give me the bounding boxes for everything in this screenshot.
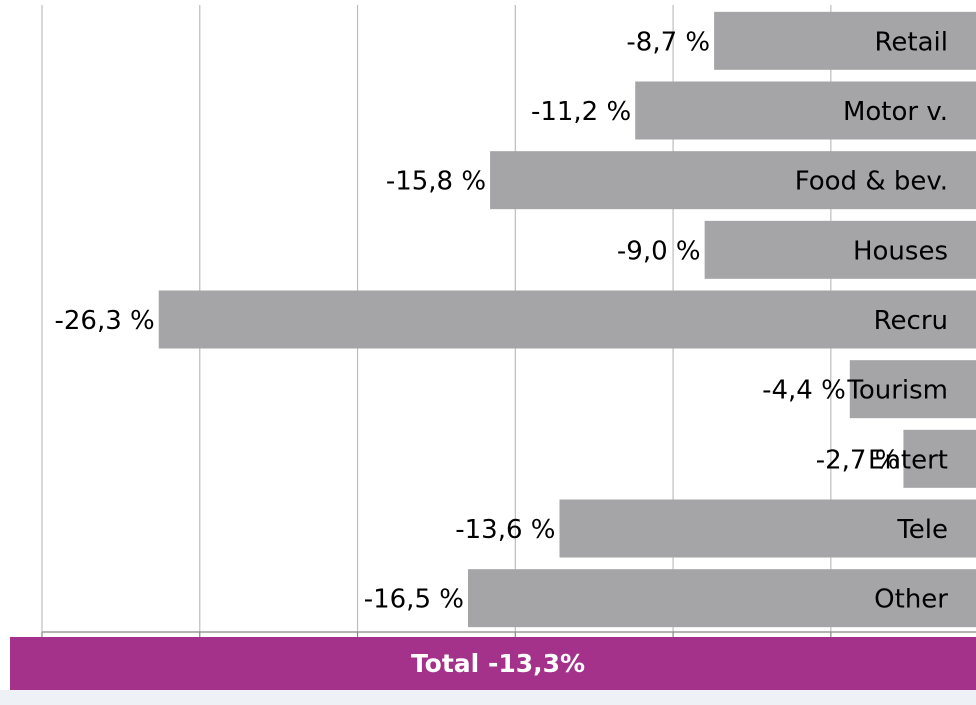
bar (467, 569, 976, 628)
total-banner (10, 637, 976, 690)
value-label: -4,4 % (762, 376, 846, 406)
value-label: -11,2 % (531, 97, 631, 127)
category-label: Tourism (846, 376, 948, 406)
category-label: Tele (896, 515, 948, 545)
total-label: Total -13,3% (411, 649, 585, 678)
value-label: -8,7 % (626, 27, 710, 57)
value-label: -15,8 % (386, 167, 486, 197)
category-label: Recru (874, 306, 948, 336)
bar (490, 151, 976, 210)
bar (903, 429, 976, 488)
bar (714, 11, 976, 70)
bar (849, 360, 976, 419)
value-label: -2,7 % (816, 445, 900, 475)
category-label: Retail (875, 27, 948, 57)
bar (158, 290, 976, 349)
value-label: -13,6 % (455, 515, 555, 545)
bar (704, 220, 976, 279)
value-label: -16,5 % (364, 585, 464, 615)
category-label: Food & bev. (795, 167, 948, 197)
bar (635, 81, 976, 140)
category-label: Houses (853, 236, 948, 266)
value-label: -26,3 % (55, 306, 155, 336)
category-label: Motor v. (843, 97, 948, 127)
value-label: -9,0 % (617, 236, 701, 266)
bar (559, 499, 976, 558)
category-label: Other (874, 585, 948, 615)
category-label: Entert (868, 445, 948, 475)
